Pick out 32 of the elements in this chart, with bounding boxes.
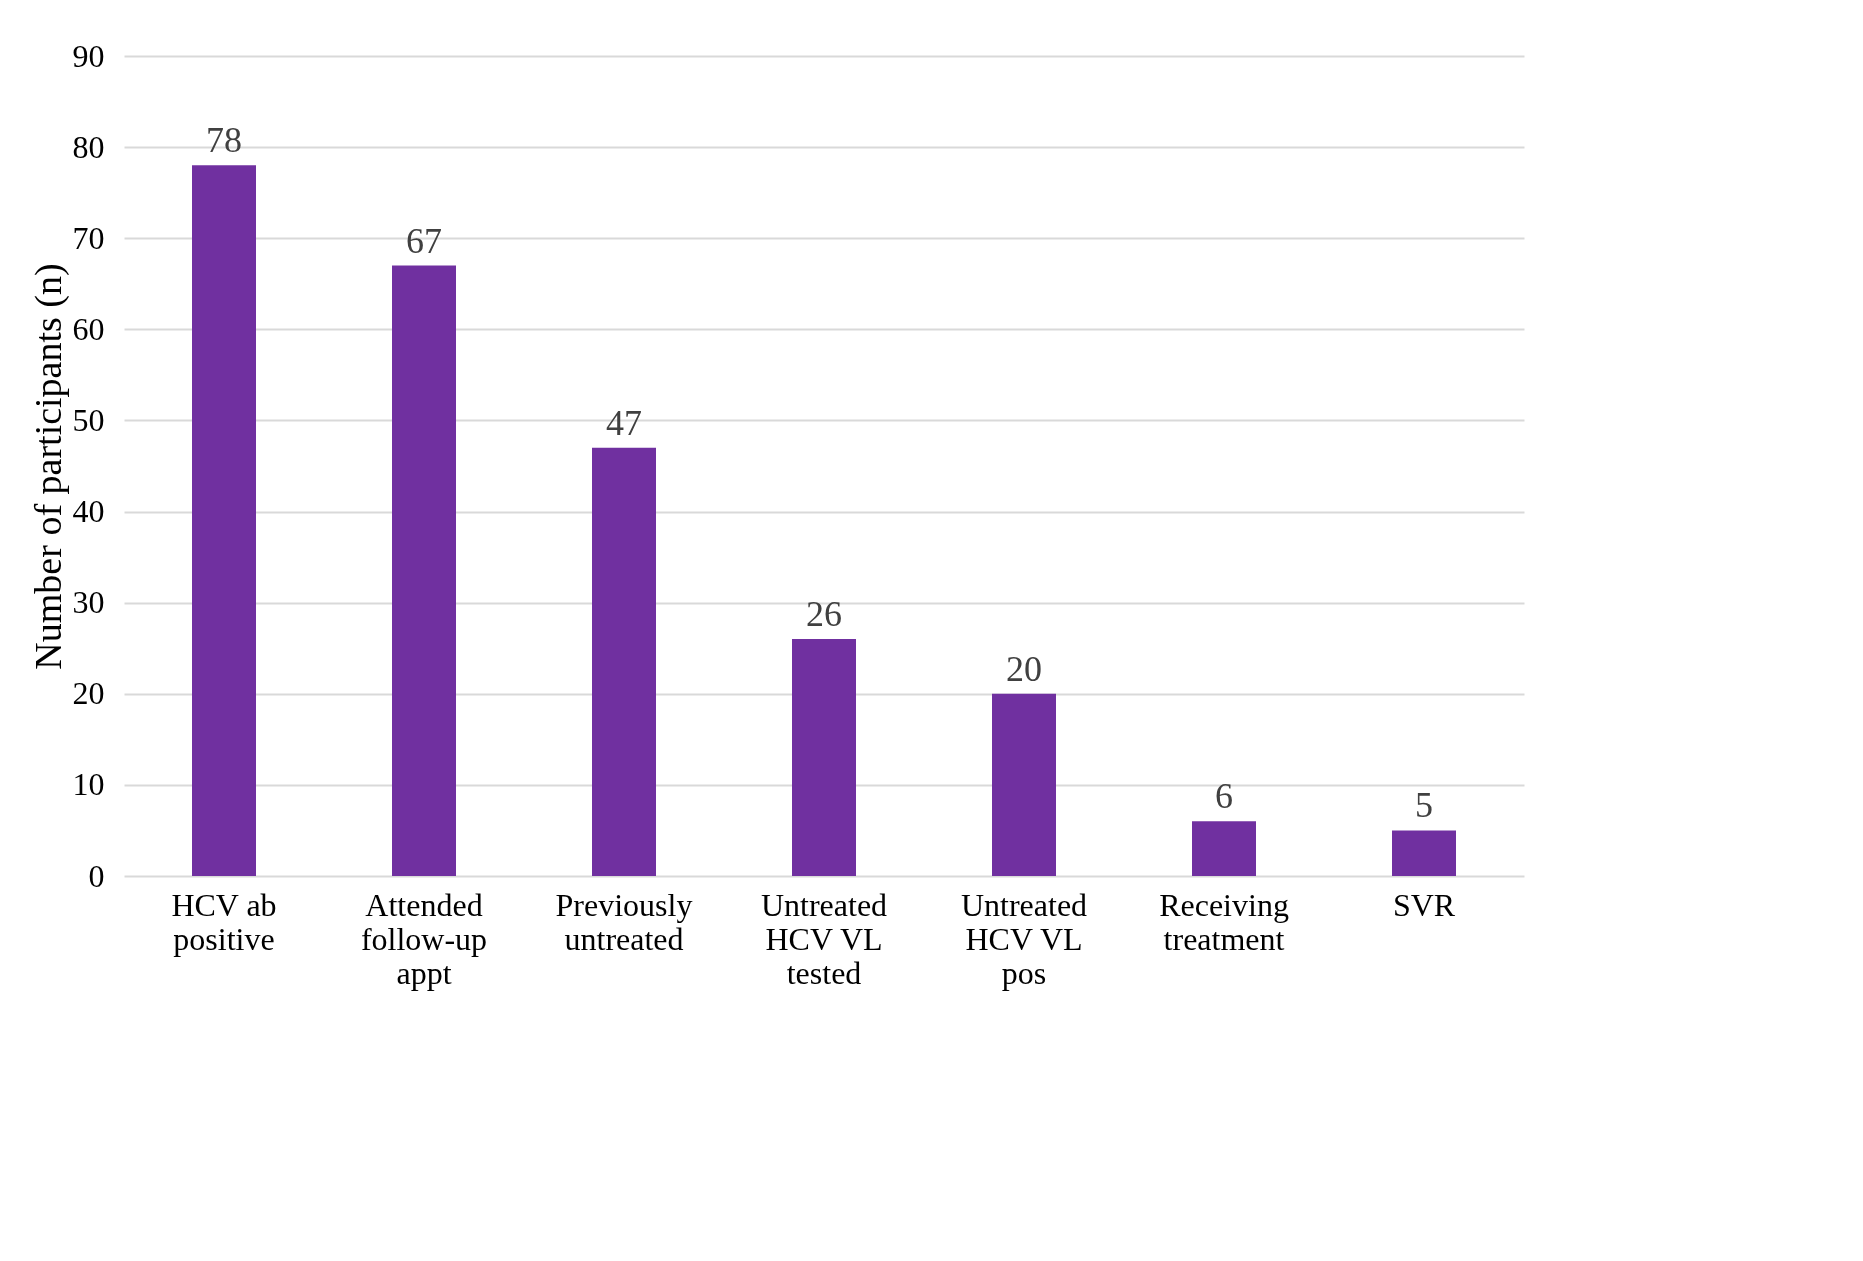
y-tick-label: 20 [72,675,105,712]
x-tick-label: Receiving treatment [1159,886,1289,957]
data-label: 5 [1415,785,1433,826]
x-tick-label: HCV ab positive [171,886,277,957]
x-tick-label: Untreated HCV VL pos [960,886,1088,991]
bar [992,693,1056,876]
bar [192,165,256,876]
bar [1192,821,1256,876]
x-tick-label: Previously untreated [555,886,693,957]
x-tick-label: Attended follow-up appt [360,886,488,991]
y-tick-label: 80 [72,128,105,165]
y-tick-label: 30 [72,584,105,621]
y-tick-label: 90 [72,37,105,74]
bar [592,447,656,876]
data-label: 20 [1006,648,1042,689]
y-tick-label: 10 [72,766,105,803]
data-label: 6 [1215,776,1233,817]
bar [392,265,456,876]
y-axis-title: Number of participants (n) [26,263,70,670]
y-tick-label: 60 [72,310,105,347]
y-tick-label: 0 [88,857,105,894]
data-label: 78 [206,120,242,161]
bar [792,639,856,876]
data-label: 26 [806,594,842,635]
data-label: 67 [406,220,442,261]
bar [1392,830,1456,876]
data-label: 47 [606,402,642,443]
x-tick-label: SVR [1392,886,1456,923]
y-tick-label: 40 [72,493,105,530]
y-tick-label: 70 [72,219,105,256]
y-tick-label: 50 [72,401,105,438]
x-tick-label: Untreated HCV VL tested [760,886,888,991]
